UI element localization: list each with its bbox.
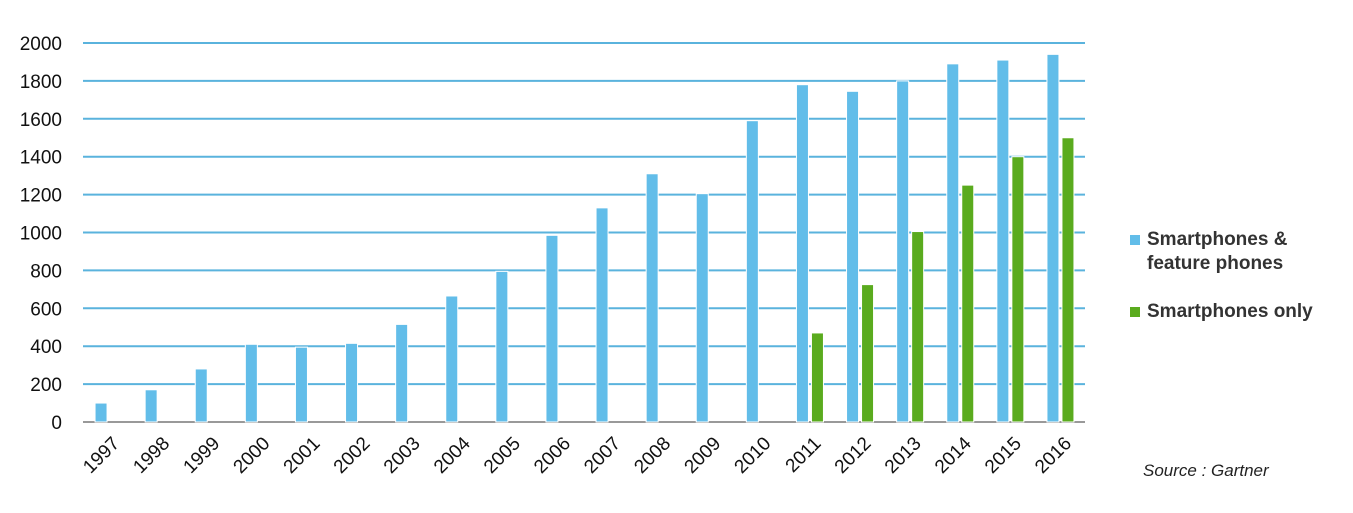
x-tick-label: 2014 [931, 433, 976, 478]
bar [896, 80, 910, 423]
legend-item: Smartphones only [1130, 300, 1345, 324]
y-tick-label: 1800 [20, 72, 62, 93]
y-tick-label: 1000 [20, 224, 62, 245]
y-tick-label: 600 [30, 299, 62, 320]
x-tick-label: 1998 [129, 433, 174, 478]
y-tick-label: 0 [51, 413, 62, 434]
bar [961, 184, 975, 423]
bar [695, 193, 709, 423]
x-tick-label: 1999 [180, 433, 225, 478]
bar [445, 295, 459, 423]
x-tick-label: 2010 [731, 433, 776, 478]
bar [946, 63, 960, 423]
bar [745, 120, 759, 423]
x-tick-label: 2016 [1031, 433, 1076, 478]
y-tick-label: 200 [30, 375, 62, 396]
bar [1046, 53, 1060, 423]
bar [94, 402, 108, 423]
y-tick-label: 1400 [20, 148, 62, 169]
bar [1061, 137, 1075, 423]
bar [996, 59, 1010, 423]
x-tick-label: 2008 [630, 433, 675, 478]
x-tick-label: 2012 [831, 433, 876, 478]
y-tick-label: 1200 [20, 186, 62, 207]
x-tick-label: 2005 [480, 433, 525, 478]
x-tick-label: 2003 [380, 433, 425, 478]
y-tick-label: 400 [30, 337, 62, 358]
y-tick-label: 800 [30, 261, 62, 282]
bar [545, 234, 559, 423]
bar [194, 368, 208, 423]
bar [144, 389, 158, 423]
bar [846, 90, 860, 423]
bar [911, 231, 925, 423]
bar [244, 343, 258, 423]
x-tick-label: 2009 [681, 433, 726, 478]
legend-label: Smartphones only [1147, 301, 1313, 322]
x-tick-label: 2002 [330, 433, 375, 478]
bar [345, 342, 359, 423]
legend-item: Smartphones & feature phones [1130, 228, 1345, 276]
bar [495, 270, 509, 423]
legend-swatch [1130, 235, 1140, 245]
source-note: Source : Gartner [1143, 461, 1270, 480]
bar [795, 84, 809, 423]
legend-swatch [1130, 307, 1140, 317]
x-tick-label: 2015 [981, 433, 1026, 478]
bar [861, 284, 875, 423]
x-tick-label: 2013 [881, 433, 926, 478]
bar [645, 173, 659, 423]
bar [395, 323, 409, 423]
bar [595, 207, 609, 423]
x-tick-label: 2007 [580, 433, 625, 478]
x-tick-label: 2006 [530, 433, 575, 478]
y-tick-label: 2000 [20, 34, 62, 55]
bar [1011, 156, 1025, 423]
x-tick-label: 2001 [280, 433, 325, 478]
x-tick-label: 1997 [79, 433, 124, 478]
x-tick-label: 2004 [430, 433, 475, 478]
bar [294, 346, 308, 423]
y-tick-label: 1600 [20, 110, 62, 131]
bar [810, 332, 824, 423]
x-tick-label: 2011 [782, 433, 826, 477]
x-tick-label: 2000 [230, 433, 275, 478]
legend-label: Smartphones & feature phones [1147, 229, 1288, 274]
